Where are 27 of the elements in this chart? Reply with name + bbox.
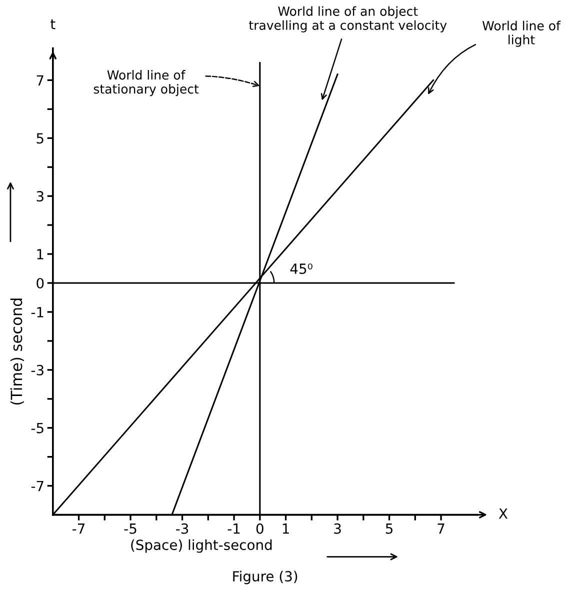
y-tick-label: -1 [31,307,44,318]
x-tick-label: 0 [256,523,264,534]
y-tick-label: -7 [31,480,44,492]
y-tick-label: 0 [36,278,44,288]
x-tick-label: 7 [438,524,444,534]
y-tick-label: 1 [37,249,44,260]
y-tick-label: -3 [31,364,44,376]
x-tick-label: -1 [228,524,240,534]
x-tick-label: -3 [176,523,188,534]
annotation: World line of stationary object [94,70,199,96]
text: X [498,508,508,519]
x-tick-label: 1 [282,524,289,534]
x-axis-title: (Space) light-second [131,539,272,553]
text: t [50,19,56,30]
x-tick-label: -7 [72,524,85,534]
y-tick-label: 3 [36,191,44,202]
x-tick-label: 5 [386,524,392,534]
annotation: 45⁰ [290,263,312,274]
y-tick-label: 7 [36,75,44,86]
annotation: World line of light [482,20,561,47]
annotation: World line of an object travelling at a constant velocity [249,6,447,32]
x-tick-label: 3 [334,523,341,534]
text: Figure (3) [233,570,298,584]
x-tick-label: -5 [124,524,136,534]
y-axis-title: (Time) second [10,298,24,405]
y-tick-label: -5 [31,423,44,434]
y-tick-label: 5 [36,133,44,144]
